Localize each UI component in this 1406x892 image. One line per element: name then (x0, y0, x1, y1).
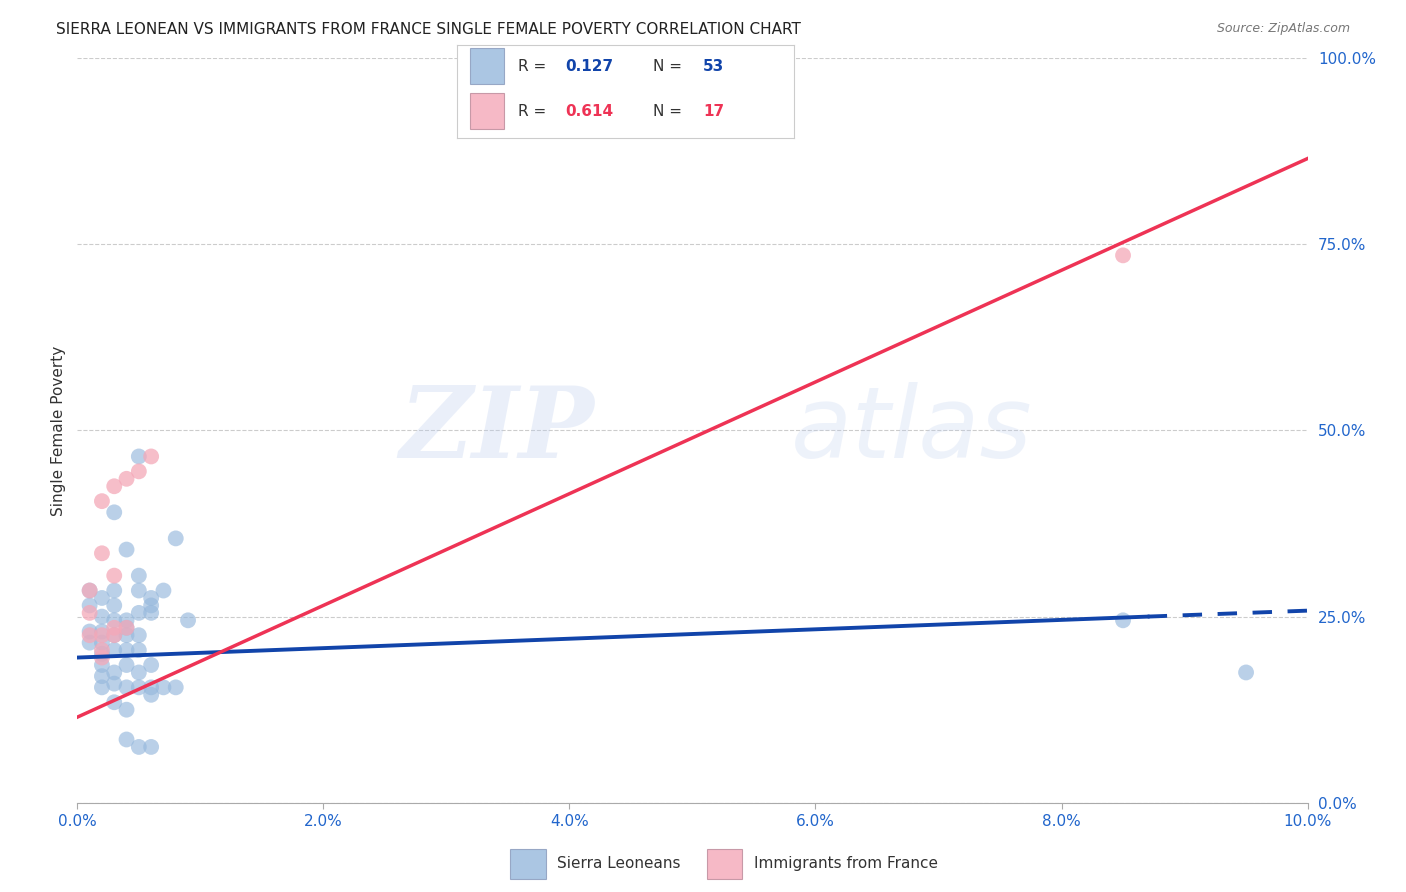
Point (115, 658, 138, 673)
Point (103, 621, 125, 635)
Text: 0.614: 0.614 (565, 103, 613, 119)
Text: atlas: atlas (792, 382, 1032, 479)
Point (152, 681, 174, 695)
Point (115, 542, 138, 557)
Point (177, 613, 200, 627)
Point (79, 599, 101, 613)
Text: R =: R = (517, 59, 551, 74)
Point (128, 583, 150, 598)
Point (141, 658, 163, 673)
Point (115, 628, 138, 642)
Point (90, 591, 114, 605)
Point (79, 635, 101, 649)
Point (141, 450, 163, 464)
Point (90, 624, 114, 639)
Point (103, 628, 125, 642)
Point (115, 643, 138, 657)
Point (128, 606, 150, 620)
Point (90, 635, 114, 649)
Point (90, 609, 114, 624)
Point (103, 505, 125, 519)
Point (103, 599, 125, 613)
Point (90, 650, 114, 665)
Text: Sierra Leoneans: Sierra Leoneans (557, 855, 681, 871)
Text: SIERRA LEONEAN VS IMMIGRANTS FROM FRANCE SINGLE FEMALE POVERTY CORRELATION CHART: SIERRA LEONEAN VS IMMIGRANTS FROM FRANCE… (56, 22, 801, 37)
Point (90, 681, 114, 695)
Text: 53: 53 (703, 59, 724, 74)
Point (152, 583, 174, 598)
Point (165, 532, 187, 546)
Point (141, 599, 163, 613)
Point (103, 583, 125, 598)
Point (141, 591, 163, 605)
Point (103, 568, 125, 582)
Point (1112, 248, 1135, 262)
Point (115, 732, 138, 747)
Point (90, 647, 114, 661)
FancyBboxPatch shape (471, 94, 505, 129)
Point (128, 643, 150, 657)
Point (115, 621, 138, 635)
Point (1112, 613, 1135, 627)
FancyBboxPatch shape (510, 849, 546, 879)
Point (90, 669, 114, 683)
Text: Immigrants from France: Immigrants from France (754, 855, 938, 871)
Point (79, 624, 101, 639)
Point (128, 464, 150, 478)
Point (103, 665, 125, 680)
Point (90, 658, 114, 673)
Point (79, 583, 101, 598)
Point (115, 472, 138, 486)
Text: N =: N = (652, 103, 686, 119)
Point (103, 628, 125, 642)
Point (79, 606, 101, 620)
Point (141, 606, 163, 620)
Point (103, 479, 125, 493)
Text: Source: ZipAtlas.com: Source: ZipAtlas.com (1216, 22, 1350, 36)
Point (79, 628, 101, 642)
Text: N =: N = (652, 59, 686, 74)
Point (128, 681, 150, 695)
Point (90, 546, 114, 560)
Text: 17: 17 (703, 103, 724, 119)
Point (141, 739, 163, 754)
Point (128, 628, 150, 642)
Point (128, 665, 150, 680)
Text: R =: R = (517, 103, 551, 119)
Point (1234, 665, 1257, 680)
Point (115, 703, 138, 717)
FancyBboxPatch shape (471, 48, 505, 84)
Point (115, 681, 138, 695)
Point (128, 739, 150, 754)
Point (128, 568, 150, 582)
Point (103, 695, 125, 709)
Point (103, 676, 125, 690)
Point (141, 681, 163, 695)
Point (115, 613, 138, 627)
Point (90, 643, 114, 657)
Point (165, 681, 187, 695)
Point (128, 450, 150, 464)
Y-axis label: Single Female Poverty: Single Female Poverty (51, 345, 66, 516)
Point (90, 494, 114, 508)
Point (79, 583, 101, 598)
Point (141, 688, 163, 702)
Point (103, 613, 125, 627)
Point (115, 621, 138, 635)
Point (90, 628, 114, 642)
Text: 0.127: 0.127 (565, 59, 613, 74)
Text: ZIP: ZIP (399, 382, 595, 479)
FancyBboxPatch shape (707, 849, 742, 879)
Point (103, 643, 125, 657)
